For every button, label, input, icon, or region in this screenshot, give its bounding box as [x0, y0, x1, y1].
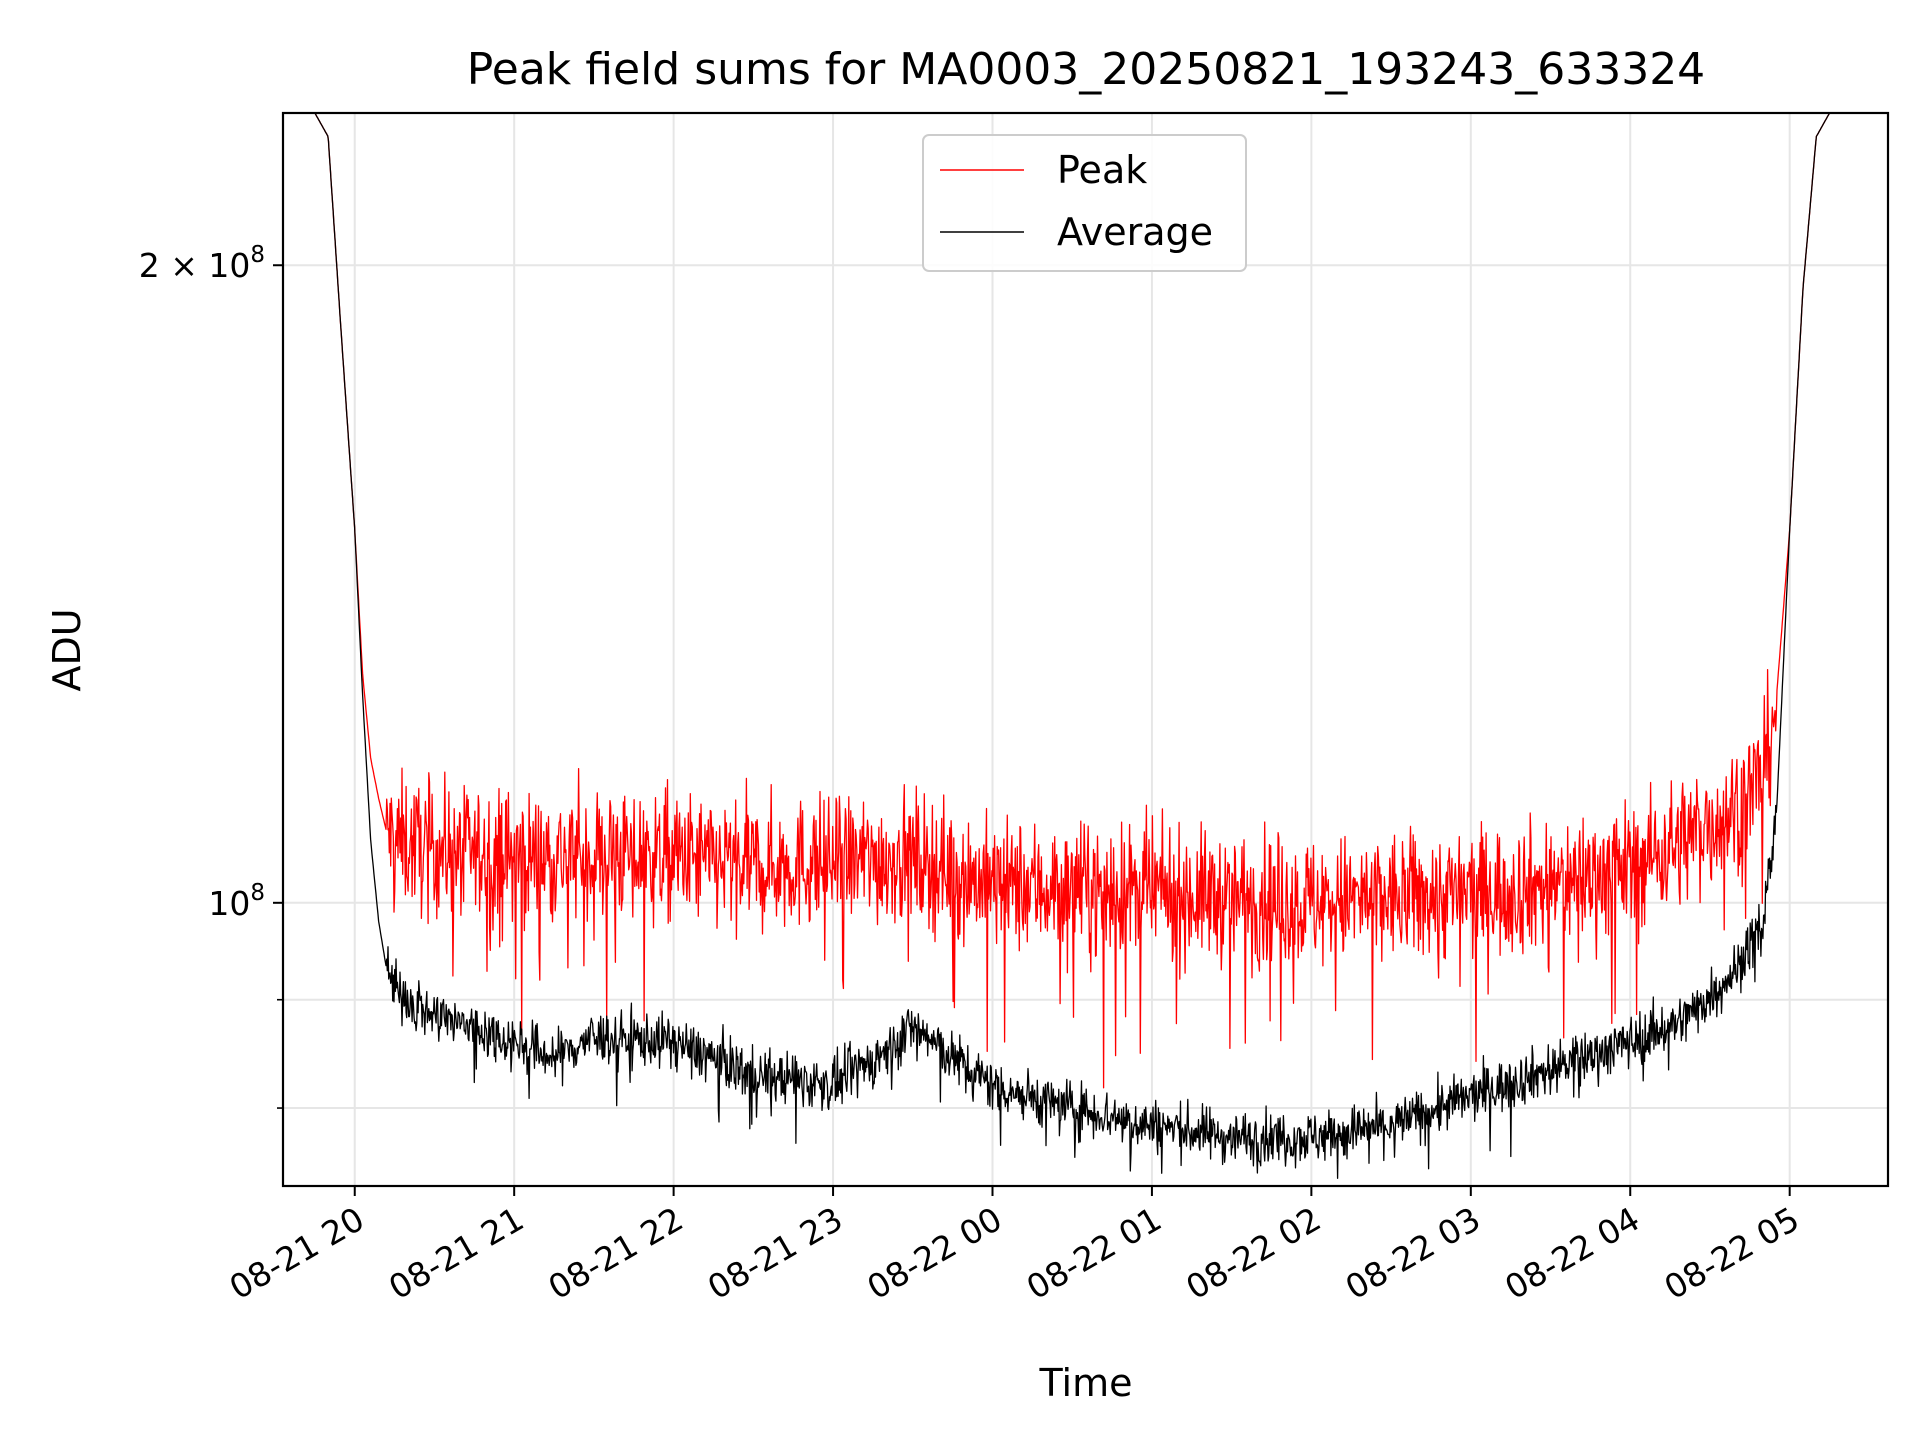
chart-title: Peak field sums for MA0003_20250821_1932… — [467, 44, 1705, 95]
y-tick-label: 108 — [208, 880, 265, 923]
y-tick-label: 2 × 108 — [139, 242, 265, 285]
series-layer — [283, 113, 1888, 1179]
y-axis: 108 2 × 108 — [139, 242, 283, 1109]
plot-frame — [281, 111, 1890, 1188]
legend-frame — [922, 134, 1247, 272]
series-line-average — [283, 113, 1888, 1179]
legend-label-peak: Peak — [1057, 148, 1147, 192]
series-line-peak — [283, 113, 1888, 1089]
legend-label-average: Average — [1057, 210, 1213, 254]
gridlines — [283, 113, 1888, 1186]
legend: Peak Average — [922, 134, 1247, 272]
x-axis-label: Time — [1039, 1361, 1133, 1405]
y-axis-label: ADU — [45, 608, 89, 691]
